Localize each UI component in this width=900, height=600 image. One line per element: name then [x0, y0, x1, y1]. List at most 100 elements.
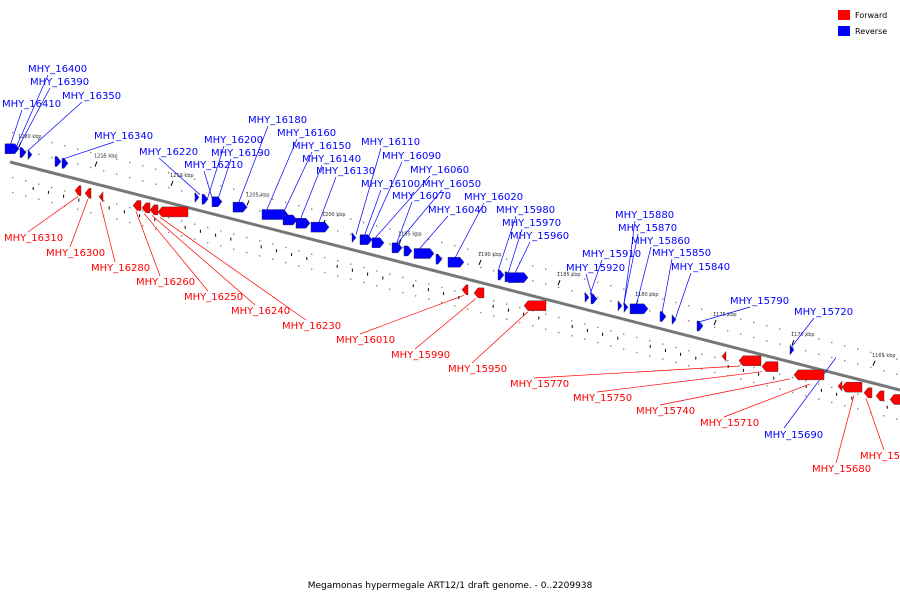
label-leader: [791, 317, 815, 347]
gene-label-reverse: MHY_16390: [30, 77, 89, 88]
guide-dot: [545, 283, 547, 285]
gene-label-reverse: MHY_15720: [794, 307, 853, 318]
guide-dot: [623, 348, 625, 350]
guide-dot: [805, 395, 807, 397]
guide-dot: [350, 233, 352, 235]
scale-tick-label: 1195 kbp: [398, 231, 422, 237]
guide-dot: [38, 198, 40, 200]
label-leader: [237, 125, 269, 205]
guide-dot: [389, 273, 391, 275]
guide-dot: [662, 343, 664, 345]
guide-dot: [51, 201, 53, 204]
guide-dot: [649, 355, 651, 357]
guide-dot: [610, 300, 612, 302]
gene-label-reverse: MHY_16020: [464, 192, 523, 203]
guide-dot: [688, 320, 690, 322]
gene-label-forward: MHY_16230: [282, 321, 341, 332]
label-leader: [373, 175, 431, 240]
guide-dot: [766, 340, 768, 342]
label-leader: [507, 228, 523, 274]
guide-dot: [688, 350, 690, 352]
forward-gene: [84, 188, 92, 199]
label-leaders: [9, 74, 885, 464]
guide-dot: [493, 270, 495, 272]
label-leader: [27, 101, 83, 151]
guide-dot: [337, 230, 339, 232]
scale-tick: [246, 200, 250, 206]
reverse-gene: [201, 193, 209, 205]
gene-label-reverse: MHY_15870: [618, 223, 677, 234]
legend-forward-swatch: [838, 10, 850, 20]
guide-dot: [181, 220, 183, 222]
reverse-gene: [391, 242, 403, 254]
gene-label-forward: MHY_15710: [700, 418, 759, 429]
guide-dot: [883, 415, 885, 417]
guide-dot: [558, 286, 560, 289]
guide-dot: [857, 363, 859, 365]
forward-gene: [841, 381, 863, 393]
gene-label-reverse: MHY_15880: [615, 210, 674, 221]
gene-label-forward: MHY_15990: [391, 350, 450, 361]
gene-label-forward: MHY_16250: [184, 292, 243, 303]
guide-dot: [636, 336, 638, 339]
guide-dot: [623, 333, 625, 335]
gene-label-reverse: MHY_16200: [204, 135, 263, 146]
label-leader: [9, 109, 23, 147]
guide-dot: [168, 231, 170, 234]
guide-dot: [441, 301, 443, 304]
label-leader: [363, 189, 382, 237]
label-leader: [27, 196, 79, 233]
guide-dot: [220, 230, 222, 232]
gene-label-forward: MHY_15670: [860, 451, 900, 462]
reverse-gene: [232, 201, 248, 213]
label-leader: [367, 161, 403, 238]
reverse-gene: [371, 237, 385, 248]
guide-dot: [649, 340, 651, 342]
reverse-gene: [629, 303, 649, 315]
label-leader: [281, 151, 313, 216]
guide-dot: [480, 266, 482, 269]
forward-gene: [889, 394, 900, 405]
label-leader: [697, 306, 751, 323]
guide-dot: [389, 288, 391, 290]
guide-dot: [181, 175, 183, 177]
guide-dot: [805, 350, 807, 352]
guide-dot: [675, 316, 677, 319]
reverse-gene: [27, 149, 33, 161]
guide-dot: [272, 243, 274, 245]
guide-dot: [350, 263, 352, 265]
guide-dot: [571, 335, 573, 337]
label-leader: [359, 294, 465, 335]
gene-label-forward: MHY_16260: [136, 277, 195, 288]
guide-dot: [194, 193, 196, 195]
guide-dot: [142, 165, 144, 167]
guide-dot: [597, 326, 599, 329]
gene-label-reverse: MHY_16220: [139, 147, 198, 158]
guide-dot: [519, 306, 521, 309]
gene-label-forward: MHY_15750: [573, 393, 632, 404]
guide-dot: [649, 295, 651, 297]
guide-dot: [701, 353, 703, 355]
guide-dot: [584, 338, 586, 340]
guide-dot: [766, 325, 768, 327]
legend: Forward Reverse: [838, 10, 887, 36]
guide-dot: [883, 355, 885, 357]
gene-label-reverse: MHY_16160: [277, 128, 336, 139]
reverse-gene: [590, 293, 598, 305]
guide-dot: [636, 291, 638, 294]
guide-dot: [324, 211, 326, 214]
label-leader: [453, 202, 485, 260]
gene-label-forward: MHY_15680: [812, 464, 871, 475]
guide-dot: [233, 188, 235, 190]
label-leader: [355, 147, 382, 235]
forward-gene: [132, 200, 142, 211]
guide-dot: [415, 235, 417, 237]
guide-dot: [311, 208, 313, 210]
guide-dot: [337, 215, 339, 217]
guide-dot: [727, 330, 729, 332]
reverse-gene: [310, 221, 330, 233]
reverse-gene: [584, 291, 590, 303]
gene-label-reverse: MHY_16100: [361, 179, 420, 190]
